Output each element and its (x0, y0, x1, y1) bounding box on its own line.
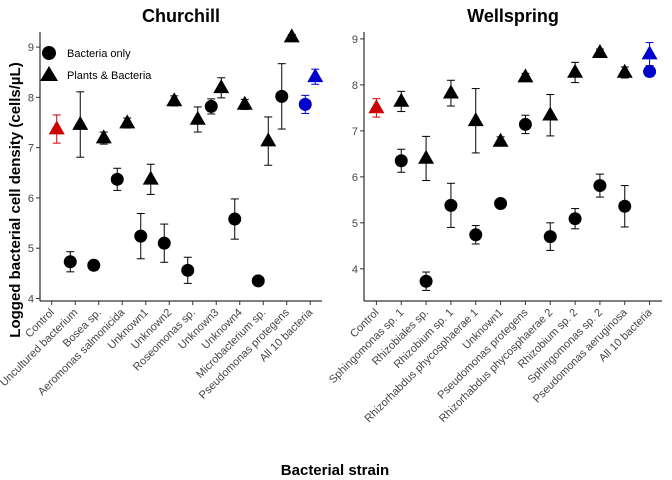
data-point-triangle (393, 92, 410, 107)
data-point-triangle (567, 63, 584, 78)
data-point-circle (157, 236, 171, 250)
legend-key-circle (42, 46, 56, 60)
data-point-circle (568, 212, 582, 226)
data-point-triangle (95, 129, 112, 144)
wellspring-title: Wellspring (467, 6, 559, 26)
data-point-circle (181, 263, 195, 277)
data-point-triangle (542, 106, 559, 121)
data-point-circle (643, 65, 657, 79)
data-point-triangle (213, 79, 230, 94)
wellspring-y-tick-label: 9 (352, 34, 358, 46)
data-point-circle (419, 274, 433, 288)
wellspring-series-plants-bacteria (368, 42, 658, 182)
data-point-circle (275, 89, 289, 103)
data-point-triangle (517, 68, 534, 83)
wellspring-y-tick-label: 7 (352, 126, 358, 138)
data-point-circle (298, 97, 312, 111)
data-point-triangle (48, 120, 65, 135)
data-point-circle (543, 230, 557, 244)
churchill-series-bacteria-only (63, 63, 312, 288)
churchill-series-plants-bacteria (48, 28, 324, 195)
wellspring-y-tick-label: 5 (352, 218, 358, 230)
data-point-triangle (368, 99, 385, 114)
churchill-y-tick-label: 5 (28, 243, 34, 255)
churchill-y-tick-label: 6 (28, 193, 34, 205)
data-point-circle (469, 228, 483, 242)
data-point-triangle (260, 132, 277, 147)
data-point-circle (444, 198, 458, 212)
legend-label: Bacteria only (67, 48, 131, 60)
data-point-triangle (641, 45, 658, 60)
data-point-triangle (72, 115, 89, 130)
data-point-triangle (616, 63, 633, 78)
data-point-triangle (189, 110, 206, 125)
churchill-y-tick-label: 8 (28, 92, 34, 104)
legend-label: Plants & Bacteria (67, 70, 152, 82)
x-axis-title: Bacterial strain (281, 462, 389, 479)
data-point-circle (251, 274, 265, 288)
data-point-circle (110, 172, 124, 186)
data-point-triangle (119, 114, 136, 129)
churchill-y-tick-label: 9 (28, 42, 34, 54)
data-point-triangle (283, 28, 300, 43)
data-point-circle (134, 229, 148, 243)
data-point-circle (204, 99, 218, 113)
data-point-circle (618, 199, 632, 213)
data-point-circle (228, 212, 242, 226)
data-point-triangle (591, 44, 608, 59)
data-point-circle (87, 258, 101, 272)
data-point-triangle (307, 68, 324, 83)
wellspring-y-tick-label: 8 (352, 80, 358, 92)
wellspring-y-tick-label: 6 (352, 172, 358, 184)
data-point-circle (494, 197, 508, 211)
data-point-circle (518, 117, 532, 131)
data-point-triangle (236, 95, 253, 110)
y-axis-title: Logged bacterial cell density (cells/µL) (7, 62, 24, 337)
legend-key-triangle (40, 66, 58, 81)
wellspring-series-bacteria-only (394, 65, 657, 291)
churchill-y-tick-label: 7 (28, 143, 34, 155)
data-point-circle (394, 154, 408, 168)
churchill-title: Churchill (142, 6, 220, 26)
wellspring-y-tick-label: 4 (352, 264, 358, 276)
data-point-triangle (142, 170, 159, 185)
data-point-circle (63, 255, 77, 269)
data-point-circle (593, 179, 607, 193)
data-point-triangle (492, 132, 509, 147)
data-point-triangle (442, 84, 459, 99)
churchill-y-tick-label: 4 (28, 293, 34, 305)
data-point-triangle (467, 112, 484, 127)
data-point-triangle (166, 92, 183, 107)
legend: Bacteria only Plants & Bacteria (40, 46, 152, 82)
data-point-triangle (418, 149, 435, 164)
